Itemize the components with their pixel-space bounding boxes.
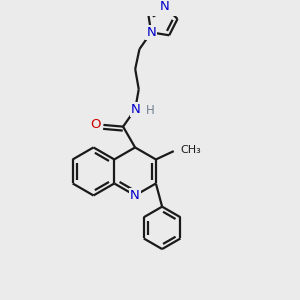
Text: N: N	[146, 26, 156, 39]
Text: N: N	[130, 189, 140, 202]
Text: CH₃: CH₃	[180, 145, 201, 155]
Text: N: N	[130, 103, 140, 116]
Text: N: N	[160, 0, 170, 13]
Text: H: H	[146, 104, 154, 117]
Text: O: O	[90, 118, 101, 131]
